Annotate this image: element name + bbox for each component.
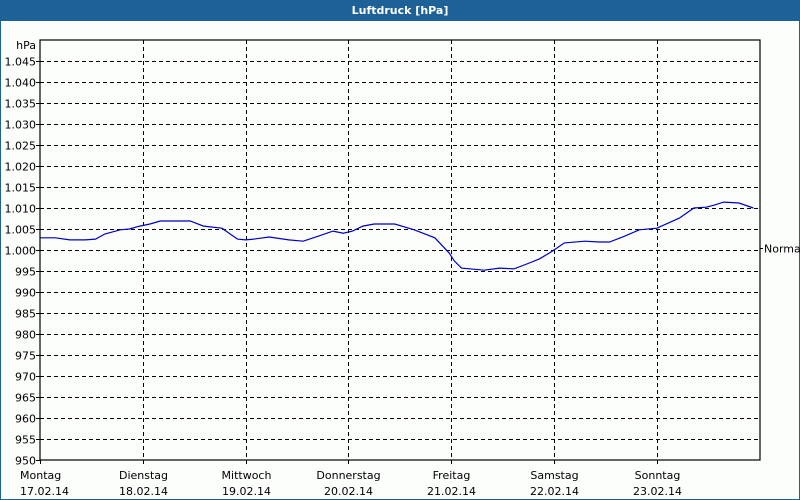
y-tick-label: 985 [15, 308, 36, 321]
y-tick-label: 1.020 [5, 161, 37, 174]
x-day-label: Donnerstag [316, 469, 380, 482]
pressure-line [40, 201, 754, 271]
y-tick-label: 1.030 [5, 119, 37, 132]
x-day-label: Sonntag [635, 469, 681, 482]
x-day-label: Mittwoch [222, 469, 272, 482]
x-date-label: 21.02.14 [427, 485, 476, 498]
y-tick-label: 975 [15, 350, 36, 363]
y-axis: 950 955 960 965 970 975 980 985 990 995 1.000 1.005… [5, 39, 40, 468]
x-date-label: 18.02.14 [119, 485, 168, 498]
x-day-label: Montag [20, 469, 61, 482]
y-tick-label: 970 [15, 371, 36, 384]
y-tick-label: 1.000 [5, 245, 37, 258]
plot-area-border [39, 39, 761, 461]
y-tick-label: 955 [15, 434, 36, 447]
x-date-label: 17.02.14 [20, 485, 69, 498]
normal-marker: Normal [760, 243, 800, 256]
y-tick-label: 1.040 [5, 77, 37, 90]
y-tick-label: 1.005 [5, 224, 37, 237]
y-tick-label: 990 [15, 287, 36, 300]
y-axis-unit: hPa [16, 39, 36, 52]
y-tick-label: 980 [15, 329, 36, 342]
y-tick-label: 960 [15, 413, 36, 426]
y-tick-label: 950 [15, 455, 36, 468]
x-day-label: Samstag [530, 469, 578, 482]
y-tick-label: 1.015 [5, 182, 37, 195]
y-tick-label: 1.045 [5, 56, 37, 69]
y-tick-label: 1.010 [5, 203, 37, 216]
x-date-label: 22.02.14 [530, 485, 579, 498]
x-date-label: 20.02.14 [324, 485, 373, 498]
normal-label: Normal [764, 243, 800, 256]
x-axis: Montag 17.02.14 Dienstag 18.02.14 Mittwoch 19… [20, 460, 682, 498]
x-date-label: 23.02.14 [633, 485, 682, 498]
y-tick-label: 1.025 [5, 140, 37, 153]
x-date-label: 19.02.14 [222, 485, 271, 498]
window-border-left [0, 21, 1, 500]
y-tick-label: 965 [15, 392, 36, 405]
x-day-label: Dienstag [119, 469, 168, 482]
chart-title: Luftdruck [hPa] [0, 0, 800, 21]
y-tick-label: 995 [15, 266, 36, 279]
y-tick-label: 1.035 [5, 98, 37, 111]
grid-lines [40, 40, 760, 460]
x-day-label: Freitag [433, 469, 471, 482]
